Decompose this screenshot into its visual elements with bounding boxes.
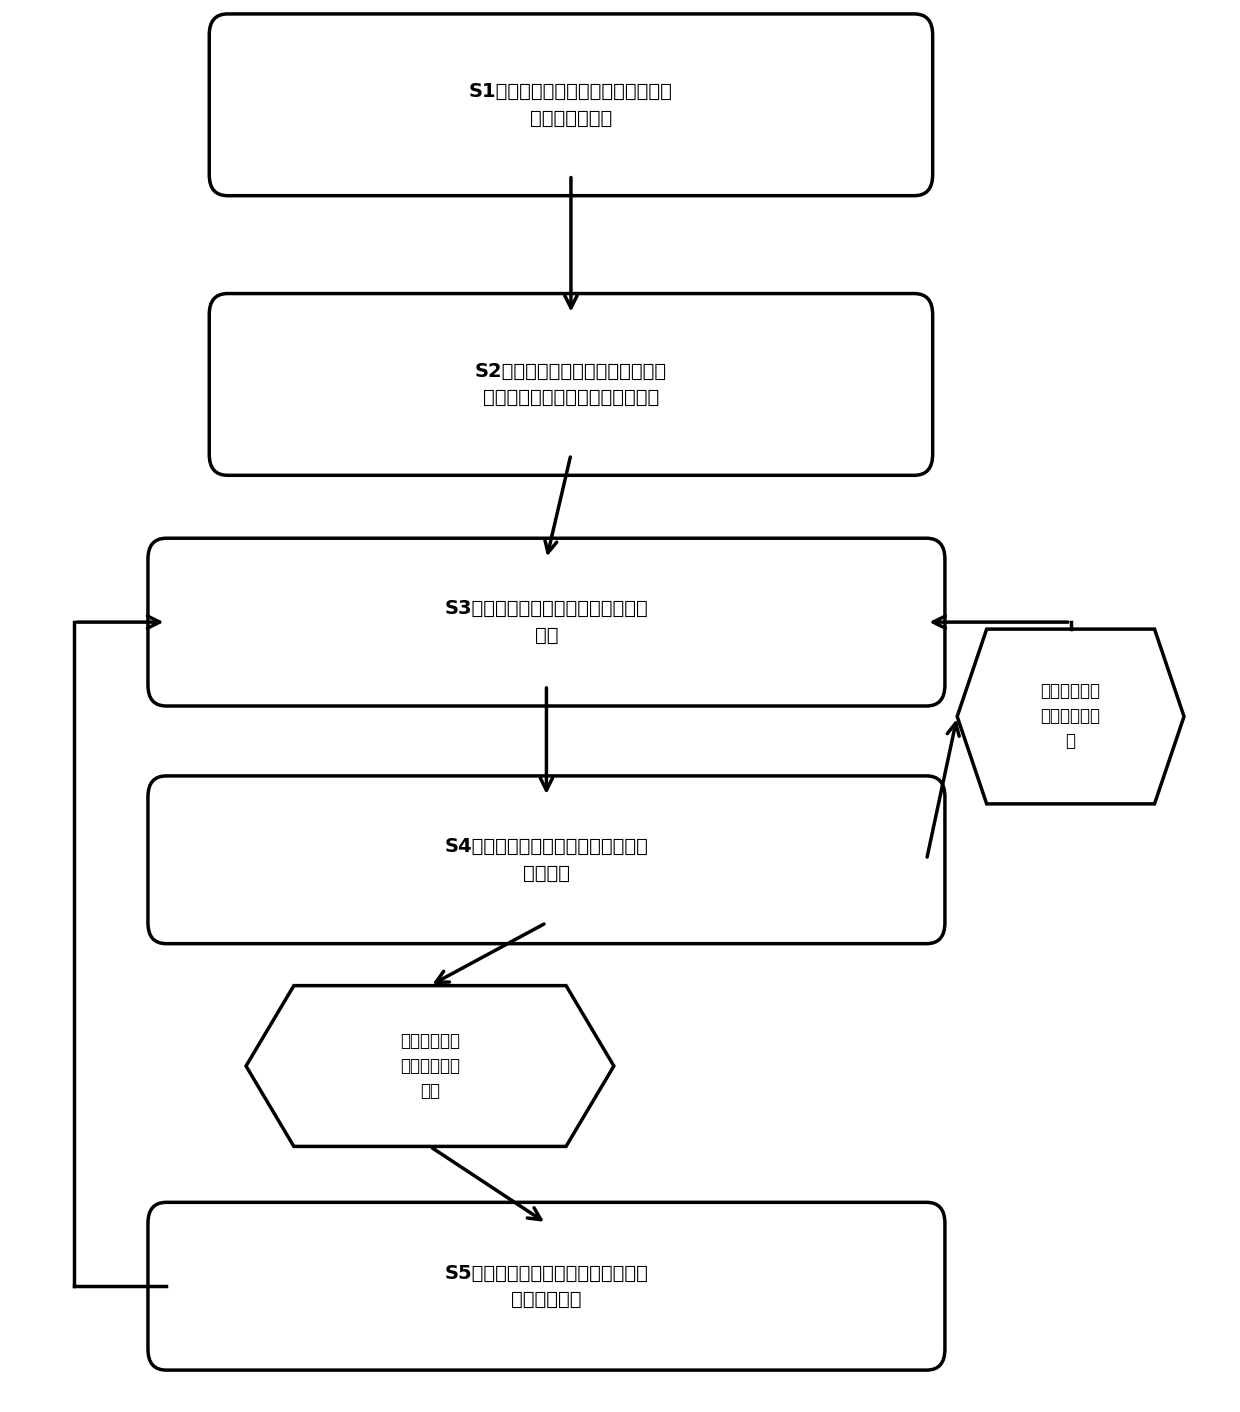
FancyBboxPatch shape — [210, 294, 932, 476]
Polygon shape — [246, 986, 614, 1147]
FancyBboxPatch shape — [148, 777, 945, 943]
FancyBboxPatch shape — [210, 14, 932, 196]
Text: S3：调节装置将实时位移传输给控制
装置: S3：调节装置将实时位移传输给控制 装置 — [445, 599, 649, 645]
Text: 当实时位移与
基准位移相等
时: 当实时位移与 基准位移相等 时 — [1040, 682, 1101, 751]
Text: S5：调节装置进行调节，使实时位移
等于基准位移: S5：调节装置进行调节，使实时位移 等于基准位移 — [444, 1264, 649, 1309]
Text: S4：控制装置将实时位移与基准位移
进行比对: S4：控制装置将实时位移与基准位移 进行比对 — [444, 837, 649, 882]
Text: S1：控制装置控制动力输出装置给调
节装置输出动力: S1：控制装置控制动力输出装置给调 节装置输出动力 — [469, 82, 673, 127]
Text: 当实时位移与
基准位移不相
等时: 当实时位移与 基准位移不相 等时 — [401, 1032, 460, 1100]
Polygon shape — [957, 630, 1184, 803]
Text: S2：调节装置对钓支撑进行轴力加
载，并将基准位移传输给控制装置: S2：调节装置对钓支撑进行轴力加 载，并将基准位移传输给控制装置 — [475, 361, 667, 407]
FancyBboxPatch shape — [148, 538, 945, 706]
FancyBboxPatch shape — [148, 1203, 945, 1370]
